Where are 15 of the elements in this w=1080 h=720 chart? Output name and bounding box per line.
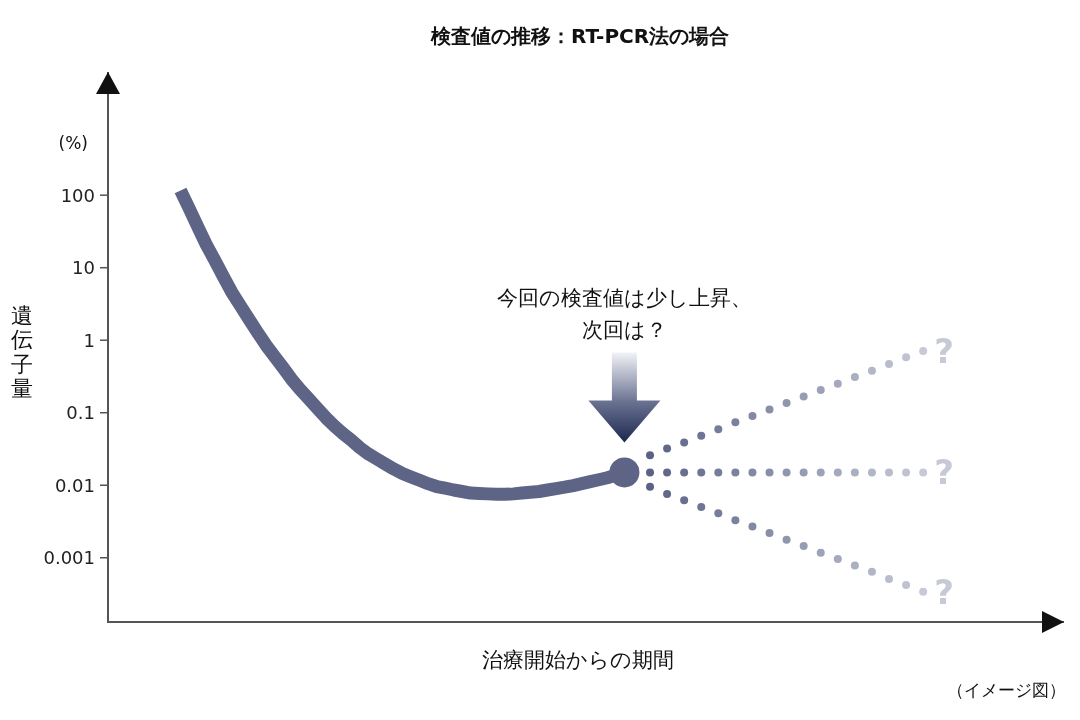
y-axis-title: 遺伝子量 bbox=[11, 302, 33, 402]
y-tick-label: 0.1 bbox=[66, 402, 95, 424]
series-name: ? bbox=[934, 331, 955, 371]
title: 検査値の推移：RT-PCR法の場合 bbox=[430, 24, 730, 48]
series-name: ? bbox=[934, 452, 955, 493]
y-tick-label: 100 bbox=[60, 184, 95, 206]
series-name: ? bbox=[934, 571, 955, 612]
y-tick-label: 0.01 bbox=[54, 474, 95, 496]
y-tick-label: 1 bbox=[83, 329, 95, 351]
annotation-unit: (%) bbox=[58, 133, 88, 153]
x-axis-title: 治療開始からの期間 bbox=[482, 648, 674, 672]
annotation-note: 今回の検査値は少し上昇、次回は？ bbox=[496, 286, 752, 343]
y-tick-label: 0.001 bbox=[43, 547, 95, 569]
annotation-note: （イメージ図） bbox=[947, 680, 1066, 700]
y-tick-label: 10 bbox=[72, 257, 95, 279]
